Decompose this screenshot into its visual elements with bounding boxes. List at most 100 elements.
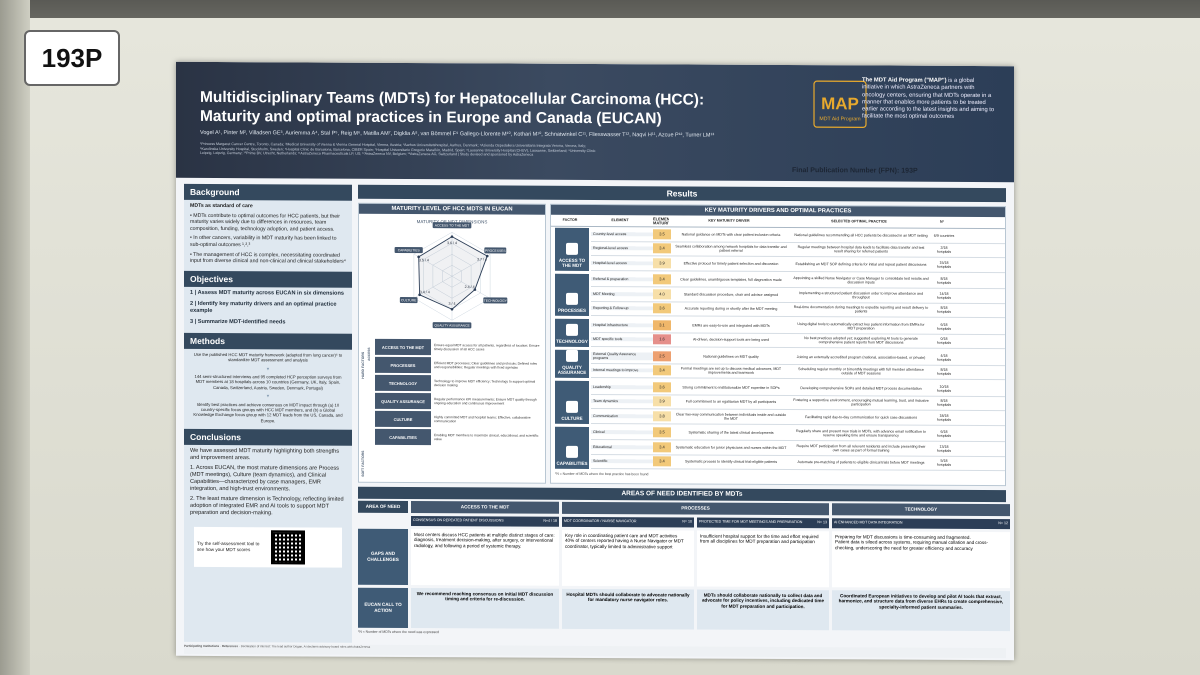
driver-score: 3.6 (653, 382, 671, 393)
hard-factors-label: HARD FACTORS (361, 351, 365, 379)
col-n: N° (939, 220, 945, 225)
svg-text:CULTURE: CULTURE (401, 298, 417, 302)
table-row: Reporting & Follow-up 3.6 Accurate reporti… (591, 301, 1005, 319)
needs-gaps-label: GAPS AND CHALLENGES (358, 528, 408, 585)
driver-factor-tile: PROCESSES (555, 273, 589, 316)
needs-panel: AREA OF NEED ACCESS TO THE MDT PROCESSES… (358, 500, 1010, 646)
driver-score: 3.4 (653, 456, 671, 467)
conclusion-1: Across EUCAN, the most mature dimensions… (190, 465, 339, 493)
radar-category-label: PROCESSES (484, 247, 506, 254)
driver-optimal-practice: Regularly share and present new trials i… (795, 429, 927, 438)
driver-key-driver: National guidance on MDTs with clear pat… (681, 232, 781, 237)
factor-icon (566, 349, 578, 362)
needs-badge-time: N= 13 (817, 519, 827, 525)
background-bullet-1: MDTs contribute to optimal outcomes for … (190, 212, 341, 233)
driver-score: 3.8 (653, 411, 671, 422)
svg-text:QUALITY ASSURANCE: QUALITY ASSURANCE (434, 323, 470, 327)
driver-optimal-practice: No best practices adopted yet; suggested… (804, 336, 918, 345)
driver-key-driver: AI-driven, decision-support tools are be… (692, 337, 770, 343)
driver-element: Communication (591, 413, 653, 419)
driver-optimal-practice: Developing comprehensive SOPs and detail… (800, 385, 922, 391)
map-logo-sub: MDT Aid Program (819, 116, 860, 122)
driver-score: 3.1 (653, 320, 671, 331)
driver-count: 13/18 hospitals (936, 444, 952, 453)
objective-3: 3 | Summarize MDT-identified needs (190, 318, 286, 326)
map-blurb-text: is a global initiative in which AstraZen… (862, 77, 995, 121)
gap-time: Insufficient hospital support for the ti… (697, 530, 829, 587)
driver-score: 1.6 (653, 334, 671, 345)
driver-factor-tile: CULTURE (555, 380, 589, 424)
driver-element: Hospital-level access (591, 260, 653, 266)
map-logo: MAP MDT Aid Program (812, 79, 868, 129)
table-row: MDT specific tools 1.6 AI-driven, decision… (591, 332, 1005, 350)
needs-sub-time: PROTECTED TIME FOR MDT MEETINGS AND PREP… (697, 517, 829, 528)
factor-description: Regular performance KPI measurements; En… (434, 397, 537, 406)
factor-list-item: PROCESSES Efficient MDT processes; Clear … (375, 356, 541, 374)
driver-key-driver: Seamless collaboration among network hos… (675, 244, 787, 254)
radar-title: MATURITY OF MDT DIMENSIONS (417, 219, 488, 224)
radar-point (417, 255, 420, 259)
driver-score: 3.4 (653, 274, 671, 285)
radar-value-label: 2.4 / 4 (465, 285, 475, 289)
poster-footer: Participating Institutions · References … (184, 643, 1006, 659)
radar-axis (451, 276, 491, 299)
factor-list-item: ACCESS TO THE MDT Ensure equal MDT access… (375, 338, 541, 356)
driver-optimal-practice: Establishing an MDT SOP defining criteri… (795, 261, 927, 267)
driver-factor-label: CAPABILITIES (556, 460, 588, 466)
radar-value-label: 3 / 4 (449, 302, 456, 306)
needs-sub-ai-text: AI ENHANCED MDT DATA INTEGRATION (834, 520, 903, 525)
driver-count: 2/18 hospitals (936, 245, 952, 255)
footer-participating: Participating Institutions (184, 643, 220, 649)
driver-factor-label: QUALITY ASSURANCE (557, 364, 587, 375)
needs-eucan-label: EUCAN CALL TO ACTION (358, 587, 408, 628)
table-row: Internal meetings to improve 3.4 Formal me… (591, 363, 1005, 381)
needs-sub-time-text: PROTECTED TIME FOR MDT MEETINGS AND PREP… (699, 519, 803, 524)
driver-count: 6/9 countries (933, 233, 955, 238)
col-optimal-practice: SELECTED OPTIMAL PRACTICE (831, 219, 887, 224)
driver-group: External Quality Assurance programs 2.5 Na… (591, 348, 1005, 381)
radar-axis (451, 254, 491, 277)
background-bullet-2: In other cancers, variability in MDT mat… (190, 235, 337, 249)
driver-optimal-practice: Implementing a structured patient discus… (798, 290, 924, 300)
cta-ai: Coordinated European initiatives to deve… (832, 589, 1010, 631)
driver-group: Leadership 3.6 Strong commitment to instit… (591, 379, 1005, 426)
conclusion-intro: We have assessed MDT maturity highlighti… (190, 448, 340, 462)
objectives-heading: Objectives (184, 270, 352, 288)
final-publication-number: Final Publication Number (FPN): 193P (792, 167, 918, 175)
col-key-driver: KEY MATURITY DRIVER (708, 218, 750, 224)
driver-optimal-practice: Automate pre-matching of patients to eli… (797, 460, 925, 465)
radar-category-label: CULTURE (399, 296, 418, 304)
map-logo-icon: MAP MDT Aid Program (813, 80, 867, 129)
driver-optimal-practice: Real-time documentation during meetings … (793, 305, 929, 314)
factor-label: TECHNOLOGY (375, 374, 431, 392)
cta-time: MDTs should collaborate nationally to co… (697, 589, 829, 630)
map-blurb-bold: The MDT Aid Program ("MAP") (862, 77, 947, 84)
col-element: ELEMENT (611, 218, 629, 223)
driver-group: Referral & preparation 3.4 Clear guideline… (591, 272, 1005, 319)
driver-optimal-practice: Fostering a supportive environment, enco… (793, 398, 929, 407)
driver-optimal-practice: Appointing a skilled Nurse Navigator or … (793, 276, 929, 285)
qr-code[interactable] (271, 530, 305, 565)
access-factor-label: ACCESS (367, 347, 371, 361)
factor-label: QUALITY ASSURANCE (375, 392, 431, 410)
table-row: Hospital-level access 3.9 Effective protoc… (591, 255, 1005, 273)
factor-label: CAPABILITIES (375, 428, 431, 446)
needs-col-access: ACCESS TO THE MDT (411, 501, 559, 514)
driver-score: 3.4 (653, 365, 671, 376)
driver-count: 0/18 hospitals (936, 336, 952, 346)
maturity-panel: MATURITY LEVEL OF HCC MDTS IN EUCAN MATU… (358, 202, 546, 484)
conclusions-heading: Conclusions (184, 429, 352, 446)
radar-value-label: 3.6 / 4 (447, 241, 457, 245)
driver-count: 15/18 hospitals (936, 260, 952, 269)
svg-text:TECHNOLOGY: TECHNOLOGY (484, 299, 508, 303)
map-blurb: The MDT Aid Program ("MAP") is a global … (862, 77, 996, 121)
driver-key-driver: Clear two-way communication between indi… (675, 411, 787, 421)
driver-element: MDT specific tools (591, 337, 653, 342)
driver-score: 3.9 (653, 396, 671, 407)
driver-key-driver: Effective protocol for timely patient se… (683, 261, 779, 266)
factor-description: Enabling MDT members to maximize clinica… (434, 433, 539, 442)
needs-badge-access: N=4 / 18 (543, 518, 557, 523)
factor-list-item: TECHNOLOGY Technology to improve MDT effi… (375, 374, 541, 392)
poster-title: Multidisciplinary Teams (MDTs) for Hepat… (200, 88, 760, 129)
soft-factors-label: SOFT FACTORS (361, 450, 365, 477)
